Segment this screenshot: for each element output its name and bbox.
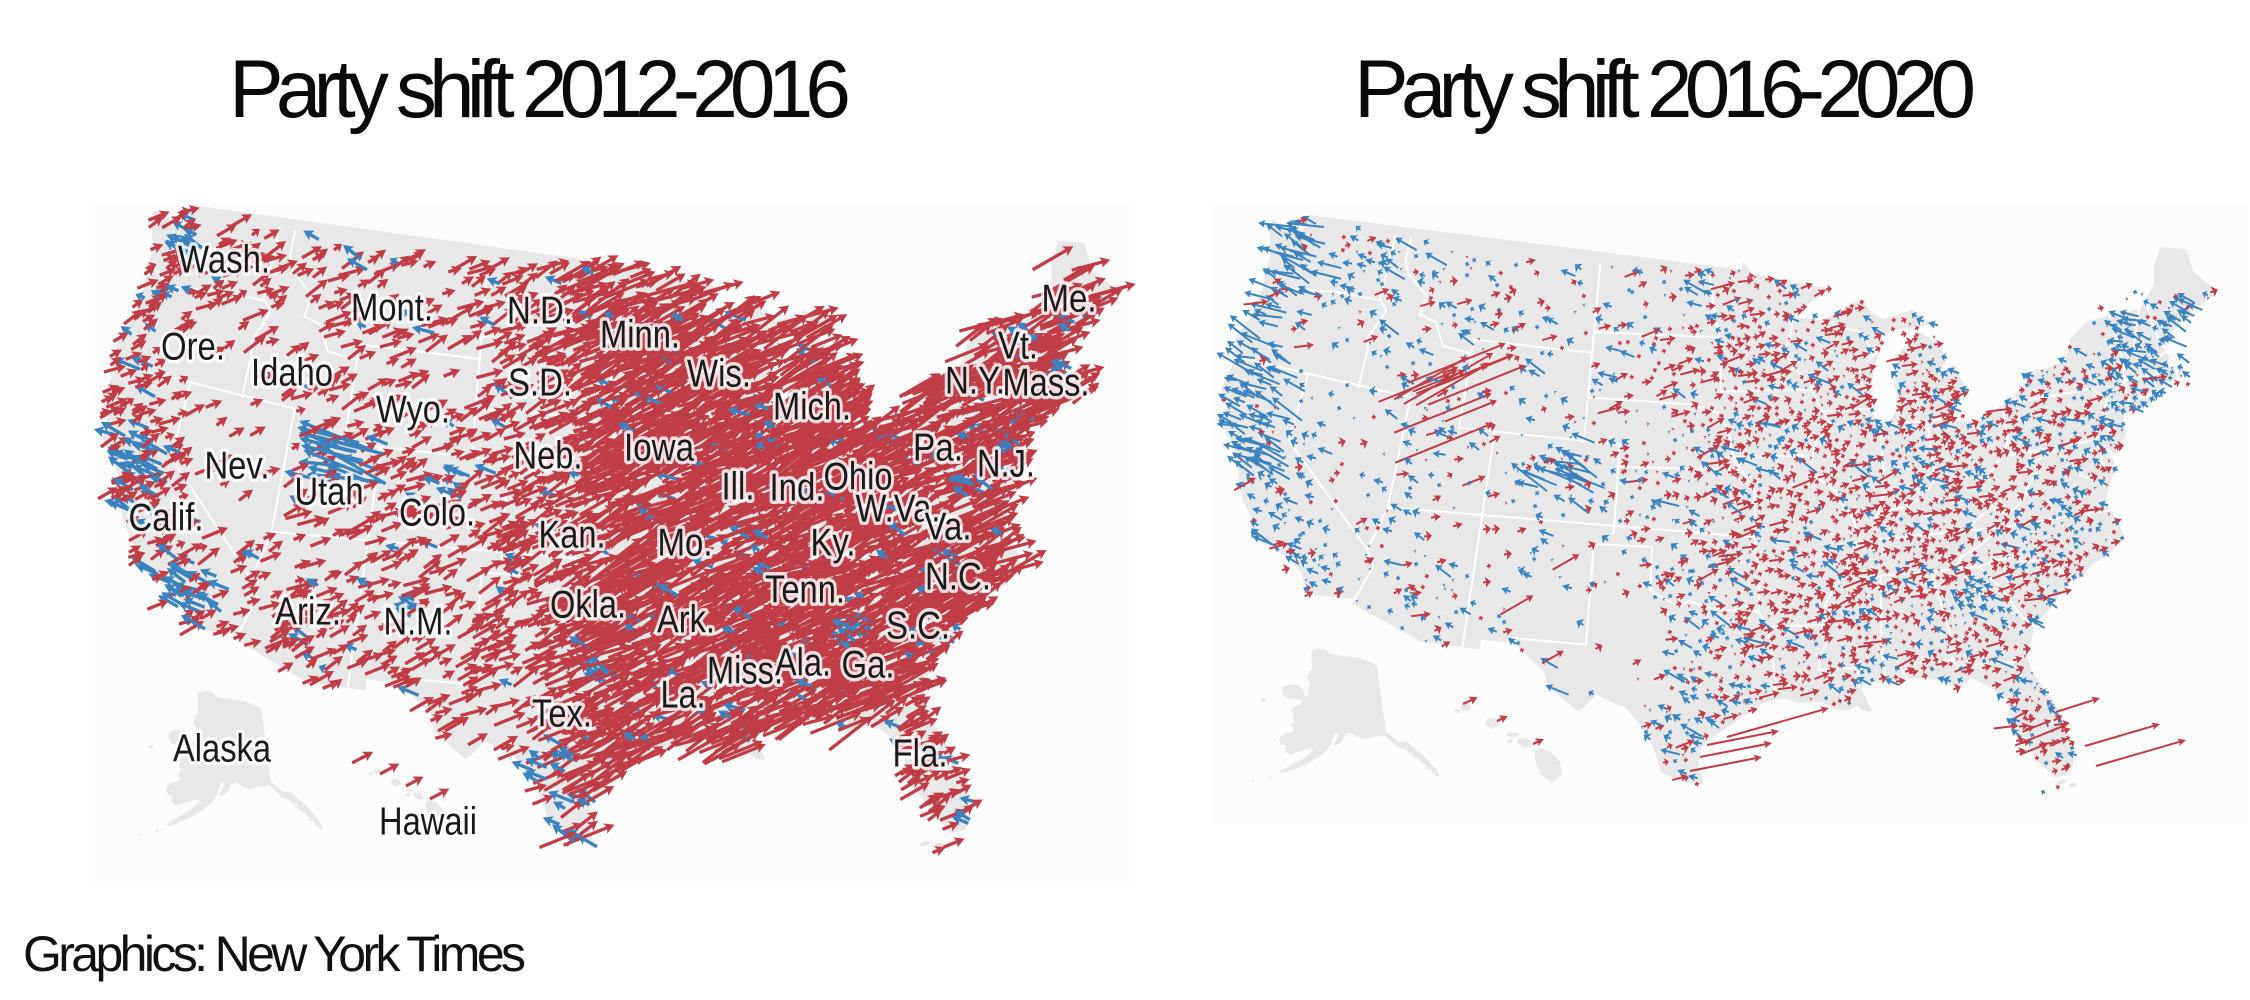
- svg-text:Wash.: Wash.: [178, 238, 270, 281]
- svg-text:Nev.: Nev.: [205, 444, 270, 487]
- svg-text:Iowa: Iowa: [624, 426, 694, 469]
- svg-text:Me.: Me.: [1042, 277, 1097, 320]
- svg-text:Party shift 2016-2020: Party shift 2016-2020: [1354, 44, 1976, 135]
- svg-text:Ark.: Ark.: [657, 598, 715, 641]
- svg-text:Graphics: New York Times: Graphics: New York Times: [23, 926, 526, 982]
- svg-text:Ky.: Ky.: [811, 521, 856, 564]
- svg-text:N.D.: N.D.: [507, 289, 573, 332]
- svg-text:Pa.: Pa.: [913, 426, 963, 469]
- svg-text:S.D.: S.D.: [508, 361, 572, 404]
- svg-text:Okla.: Okla.: [550, 583, 626, 626]
- svg-text:Ala.: Ala.: [775, 641, 831, 684]
- svg-text:Mont.: Mont.: [351, 286, 433, 329]
- svg-text:Hawaii: Hawaii: [379, 800, 477, 843]
- svg-text:Idaho: Idaho: [251, 351, 333, 394]
- svg-text:Minn.: Minn.: [600, 313, 680, 356]
- svg-text:Ohio: Ohio: [824, 455, 893, 498]
- svg-text:Fla.: Fla.: [893, 732, 948, 775]
- svg-text:Party shift 2012-2016: Party shift 2012-2016: [229, 44, 851, 135]
- svg-text:Mo.: Mo.: [658, 521, 713, 564]
- svg-text:Mass.: Mass.: [1003, 361, 1090, 404]
- svg-text:S.C.: S.C.: [886, 604, 950, 647]
- svg-text:Ind.: Ind.: [770, 466, 825, 509]
- svg-text:Utah: Utah: [295, 470, 364, 513]
- svg-text:Ga.: Ga.: [842, 643, 895, 686]
- svg-text:Neb.: Neb.: [514, 434, 583, 477]
- svg-text:Ill.: Ill.: [722, 465, 755, 508]
- svg-text:La.: La.: [661, 673, 706, 716]
- svg-text:Tenn.: Tenn.: [765, 568, 845, 611]
- svg-text:Va.: Va.: [925, 505, 972, 548]
- svg-text:Ariz.: Ariz.: [275, 590, 341, 633]
- svg-text:Wis.: Wis.: [687, 352, 751, 395]
- svg-text:Alaska: Alaska: [173, 727, 271, 770]
- svg-text:Calif.: Calif.: [129, 496, 204, 539]
- svg-text:Ore.: Ore.: [161, 325, 225, 368]
- svg-text:N.Y.: N.Y.: [945, 359, 1005, 402]
- svg-text:Tex.: Tex.: [532, 692, 592, 735]
- svg-text:W.Va.: W.Va.: [856, 487, 941, 530]
- svg-text:Kan.: Kan.: [539, 513, 606, 556]
- svg-text:N.J.: N.J.: [977, 442, 1035, 485]
- svg-text:Colo.: Colo.: [399, 491, 475, 534]
- svg-text:Miss.: Miss.: [707, 649, 783, 692]
- svg-text:Vt.: Vt.: [998, 324, 1038, 367]
- svg-text:Wyo.: Wyo.: [376, 388, 450, 431]
- svg-text:Mich.: Mich.: [773, 385, 851, 428]
- svg-text:N.M.: N.M.: [384, 600, 453, 643]
- svg-text:N.C.: N.C.: [925, 555, 991, 598]
